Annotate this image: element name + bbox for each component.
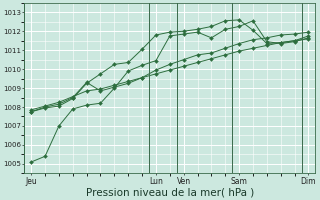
X-axis label: Pression niveau de la mer( hPa ): Pression niveau de la mer( hPa ) [86, 187, 254, 197]
